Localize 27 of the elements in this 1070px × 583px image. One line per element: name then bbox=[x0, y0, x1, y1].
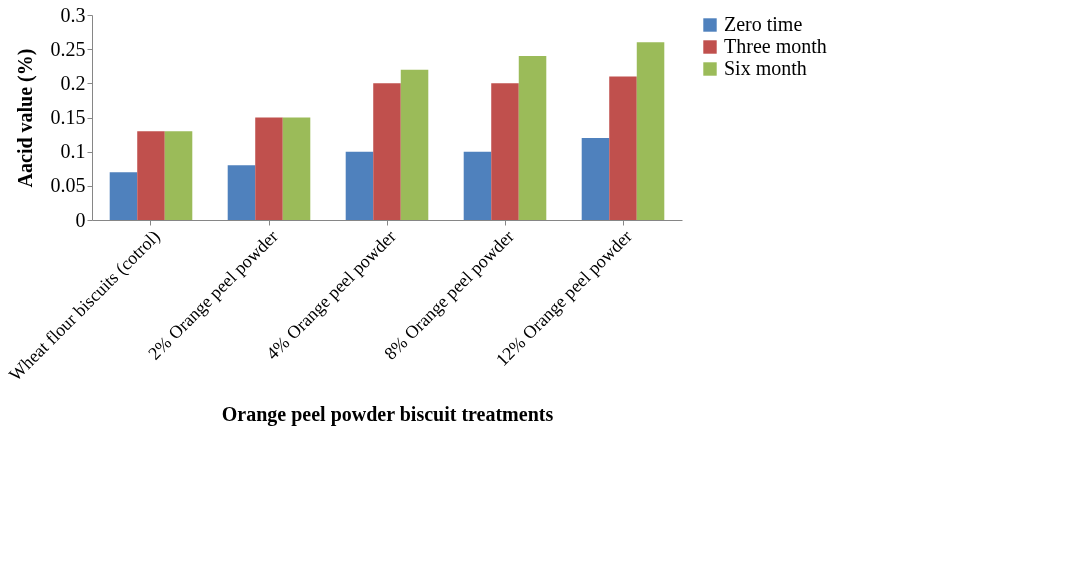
y-axis-title: Aacid value (%) bbox=[13, 48, 37, 188]
y-tick-label: 0.15 bbox=[50, 106, 86, 128]
bar bbox=[109, 172, 138, 220]
y-tick-label: 0 bbox=[75, 208, 86, 231]
bar bbox=[282, 117, 311, 220]
bar bbox=[255, 117, 283, 220]
bar bbox=[518, 56, 547, 220]
y-tick-label: 0.2 bbox=[60, 71, 86, 94]
bar bbox=[636, 42, 665, 220]
bar bbox=[373, 83, 401, 220]
bar bbox=[491, 83, 519, 220]
bar bbox=[400, 69, 429, 220]
y-tick-label: 0.05 bbox=[50, 174, 86, 197]
bar bbox=[137, 131, 165, 220]
legend-label: Zero time bbox=[724, 13, 803, 35]
legend-label: Three month bbox=[724, 35, 827, 57]
bar bbox=[227, 165, 256, 220]
y-tick-label: 0.25 bbox=[50, 37, 86, 60]
bar bbox=[609, 76, 637, 220]
x-axis-title: Orange peel powder biscuit treatments bbox=[221, 402, 554, 426]
legend-label: Six month bbox=[724, 57, 807, 79]
y-tick-label: 0.1 bbox=[60, 140, 86, 163]
bar bbox=[581, 138, 610, 220]
bar bbox=[164, 131, 193, 220]
y-tick-label: 0.3 bbox=[60, 3, 86, 26]
bar bbox=[345, 151, 374, 220]
bar bbox=[463, 151, 492, 220]
